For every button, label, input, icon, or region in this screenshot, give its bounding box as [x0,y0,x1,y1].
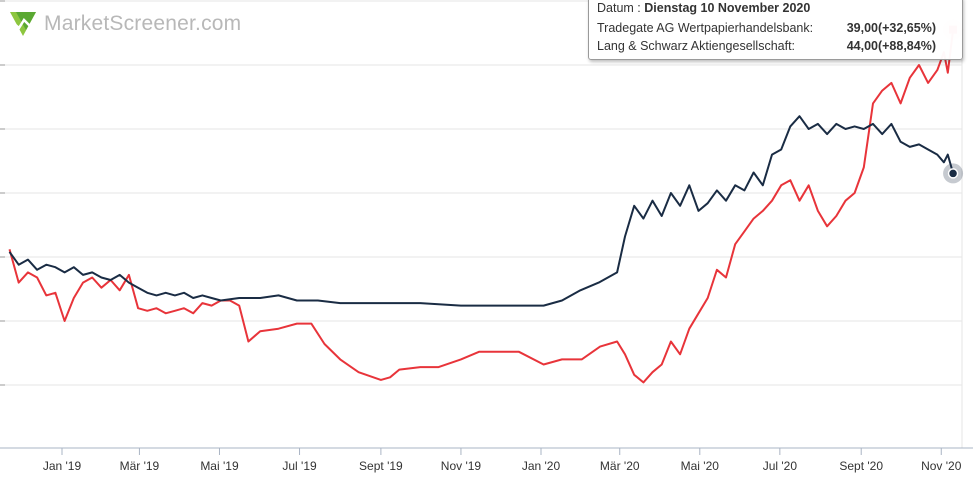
chart-tooltip: Datum : Dienstag 10 November 2020 Tradeg… [588,0,963,60]
series-line-lang-schwarz[interactable] [8,29,955,384]
x-tick-label: Mai '20 [681,459,720,473]
marketscreener-logo-icon [10,12,36,36]
tooltip-label: Lang & Schwarz Aktiengesellschaft: [597,39,796,53]
x-tick-label: Nov '20 [921,459,962,473]
x-tick-label: Jul '20 [763,459,798,473]
tooltip-row-lang-schwarz: Lang & Schwarz Aktiengesellschaft: [597,39,795,53]
tooltip-row-tradegate: Tradegate AG Wertpapierhandelsbank: [597,21,813,35]
x-tick-label: Mär '20 [600,459,640,473]
tooltip-value-tradegate: 39,00(+32,65%) [846,21,936,35]
tooltip-value-lang-schwarz: 44,00(+88,84%) [846,39,936,53]
x-tick-label: Sept '19 [359,459,403,473]
tooltip-date-value: Dienstag 10 November 2020 [644,1,811,15]
x-tick-label: Sept '20 [839,459,883,473]
brand-name: MarketScreener.com [44,12,242,35]
x-tick-label: Jan '19 [43,459,82,473]
tooltip-label: Tradegate AG Wertpapierhandelsbank: [597,21,814,35]
x-tick-label: Mär '19 [120,459,160,473]
marker-point-tradegate[interactable] [947,168,959,179]
x-tick-label: Mai '19 [200,459,239,473]
x-tick-label: Jan '20 [522,459,561,473]
tooltip-date-label: Datum : [597,1,641,15]
x-tick-label: Jul '19 [282,459,317,473]
brand-logo: MarketScreener.com [8,8,241,40]
series-line-tradegate[interactable] [8,115,955,307]
x-tick-label: Nov '19 [441,459,482,473]
